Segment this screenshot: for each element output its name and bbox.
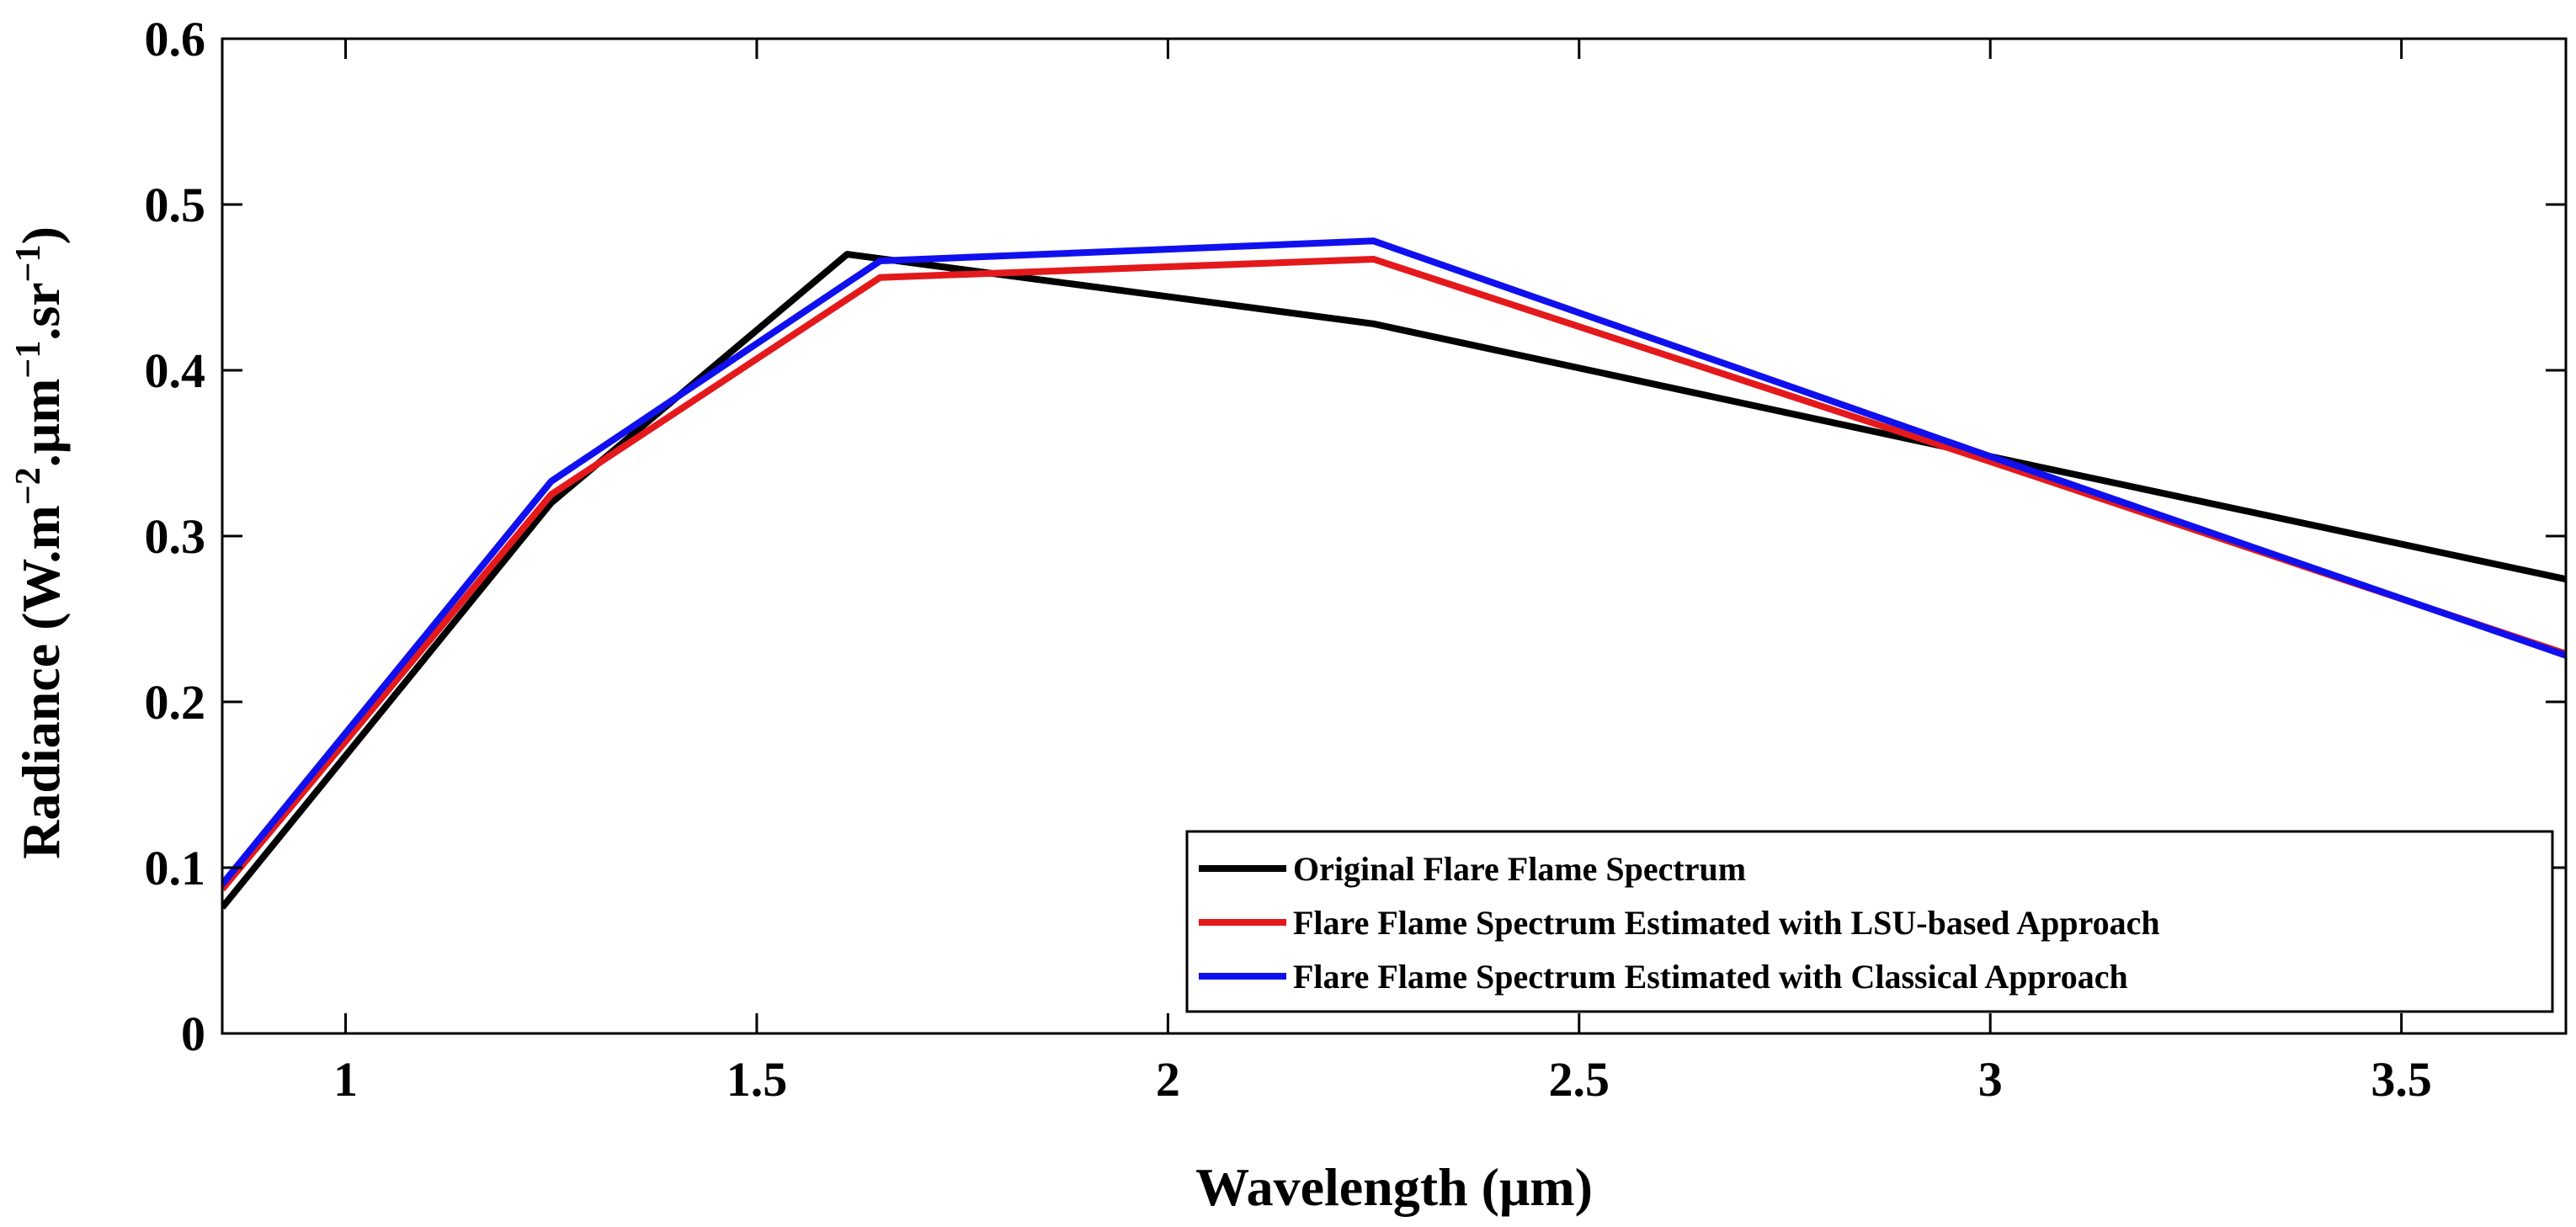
y-tick-label: 0.5	[145, 178, 206, 232]
x-tick-label: 3	[1978, 1052, 2003, 1107]
x-axis-ticks: 1 1.5 2 2.5 3 3.5	[333, 39, 2432, 1107]
legend-label-1: Original Flare Flame Spectrum	[1293, 850, 1746, 888]
x-axis-label: Wavelength (μm)	[1195, 1157, 1593, 1217]
y-tick-label: 0.3	[145, 509, 206, 564]
x-tick-label: 3.5	[2371, 1052, 2432, 1107]
x-tick-label: 1	[333, 1052, 358, 1107]
x-tick-label: 1.5	[726, 1052, 788, 1107]
y-axis-label-mid-2: .sr	[11, 282, 71, 340]
y-axis-label-sup-1: −2	[9, 467, 48, 505]
y-axis-label-mid-1: .μm	[11, 379, 71, 468]
y-axis-label-prefix: Radiance (W.m	[11, 505, 71, 859]
series-line-3	[222, 237, 2566, 887]
series-line-1	[222, 251, 2566, 910]
legend-items: Original Flare Flame Spectrum Flare Flame…	[1199, 850, 2160, 996]
y-tick-label: 0	[181, 1007, 205, 1061]
legend-label-3: Flare Flame Spectrum Estimated with Clas…	[1293, 958, 2128, 996]
y-tick-label: 0.6	[145, 12, 206, 66]
y-tick-label: 0.2	[145, 675, 206, 730]
legend-box	[1185, 830, 2554, 1013]
legend-label-2: Flare Flame Spectrum Estimated with LSU-…	[1293, 904, 2160, 942]
y-tick-label: 0.1	[145, 841, 206, 895]
y-axis-label-sup-2: −1	[9, 341, 48, 379]
x-tick-label: 2	[1156, 1052, 1180, 1107]
x-tick-label: 2.5	[1549, 1052, 1610, 1107]
series-layer	[222, 237, 2566, 910]
y-axis-label-suffix: )	[11, 226, 71, 244]
legend: Original Flare Flame Spectrum Flare Flame…	[1185, 830, 2554, 1013]
series-line-2	[222, 256, 2566, 892]
y-tick-label: 0.4	[145, 343, 206, 398]
y-axis-ticks: 0 0.1 0.2 0.3 0.4 0.5 0.6	[145, 12, 2566, 1061]
y-axis-label: Radiance (W.m−2.μm−1.sr−1)	[9, 226, 71, 859]
y-axis-label-sup-3: −1	[9, 244, 48, 282]
